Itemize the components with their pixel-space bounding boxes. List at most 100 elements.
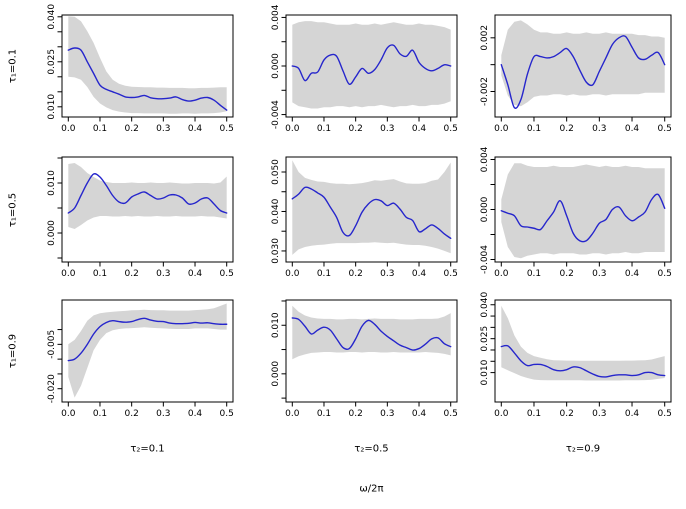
x-tick-label: 0.4: [625, 409, 640, 419]
y-tick-label: 0.000: [271, 361, 281, 387]
x-tick-label: 0.0: [61, 269, 76, 279]
col-label-tau2-0.1: τ₂=0.1: [130, 443, 165, 455]
x-tick-label: 0.5: [658, 124, 672, 134]
x-tick-label: 0.3: [156, 269, 170, 279]
x-tick-label: 0.1: [317, 269, 331, 279]
x-tick-label: 0.0: [285, 124, 300, 134]
row-label-tau1-0.1: τ₁=0.1: [7, 48, 19, 84]
y-tick-label: 0.010: [271, 312, 281, 338]
x-tick-label: 0.2: [559, 409, 573, 419]
y-tick-label: 0.004: [480, 146, 490, 172]
x-tick-label: 0.3: [156, 409, 170, 419]
y-tick-label: 0.030: [271, 238, 281, 264]
panel-r3c1: 0.0 0.1 0.2 0.3 0.4 0.5 -0.020 -0.005: [47, 299, 234, 419]
x-tick-label: 0.4: [625, 269, 640, 279]
x-tick-label: 0.4: [412, 269, 427, 279]
y-tick-label: 0.002: [480, 25, 490, 51]
spectrum-line: [291, 317, 452, 351]
x-tick-label: 0.3: [592, 269, 606, 279]
y-tick-label: -0.002: [480, 77, 490, 106]
panel-r1c2: 0.0 0.1 0.2 0.3 0.4 0.5 -0.004 0.000 0.004: [271, 4, 458, 134]
panel-r3c3: 0.0 0.1 0.2 0.3 0.4 0.5 0.010 0.025 0.040: [480, 292, 672, 419]
x-tick-label: 0.5: [220, 409, 234, 419]
x-tick-label: 0.0: [494, 269, 509, 279]
row-label-tau1-0.5: τ₁=0.5: [7, 192, 19, 227]
y-tick-label: 0.040: [271, 198, 281, 224]
x-tick-label: 0.4: [188, 124, 203, 134]
x-tick-label: 0.2: [124, 269, 138, 279]
spectrum-line: [67, 47, 228, 111]
x-tick-label: 0.3: [380, 124, 394, 134]
x-tick-label: 0.2: [124, 409, 138, 419]
x-tick-label: 0.2: [124, 124, 138, 134]
x-tick-label: 0.5: [444, 409, 458, 419]
col-label-tau2-0.5: τ₂=0.5: [354, 443, 389, 455]
spectrum-line: [67, 173, 228, 214]
x-tick-label: 0.1: [93, 124, 107, 134]
y-tick-label: 0.010: [47, 170, 57, 196]
x-tick-label: 0.0: [61, 409, 76, 419]
panel-r2c1: 0.0 0.1 0.2 0.3 0.4 0.5 0.000 0.010: [47, 156, 234, 279]
x-tick-label: 0.4: [188, 409, 203, 419]
y-tick-label: 0.004: [271, 4, 281, 30]
panel-r2c3: 0.0 0.1 0.2 0.3 0.4 0.5 -0.004 0.000 0.004: [480, 146, 672, 279]
y-tick-label: 0.010: [480, 359, 490, 385]
spectrum-line: [291, 44, 452, 85]
x-tick-label: 0.3: [380, 409, 394, 419]
plot-box: [494, 14, 672, 118]
x-tick-label: 0.5: [658, 409, 672, 419]
spectrum-line: [500, 193, 666, 243]
x-tick-label: 0.5: [220, 269, 234, 279]
confidence-band: [292, 305, 451, 360]
x-tick-label: 0.1: [317, 409, 331, 419]
panel-r3c2: 0.0 0.1 0.2 0.3 0.4 0.5 0.000 0.010: [271, 299, 458, 419]
x-tick-label: 0.0: [285, 269, 300, 279]
confidence-band: [501, 163, 665, 259]
x-tick-label: 0.4: [412, 124, 427, 134]
y-tick-label: 0.010: [47, 94, 57, 120]
panel-r2c2: 0.0 0.1 0.2 0.3 0.4 0.5 0.030 0.040 0.050: [271, 156, 458, 279]
y-tick-label: -0.020: [47, 374, 57, 403]
spectrum-line: [500, 35, 666, 109]
x-tick-label: 0.1: [93, 409, 107, 419]
y-tick-label: 0.000: [480, 196, 490, 222]
y-tick-label: 0.000: [271, 53, 281, 79]
x-tick-label: 0.0: [285, 409, 300, 419]
x-tick-label: 0.0: [494, 409, 509, 419]
x-tick-label: 0.0: [494, 124, 509, 134]
x-tick-label: 0.3: [592, 124, 606, 134]
x-tick-label: 0.3: [592, 409, 606, 419]
confidence-band: [68, 303, 227, 398]
x-tick-label: 0.5: [658, 269, 672, 279]
x-tick-label: 0.1: [93, 269, 107, 279]
y-tick-label: 0.050: [271, 159, 281, 185]
confidence-band: [68, 163, 227, 229]
confidence-band: [68, 16, 227, 114]
x-tick-label: 0.2: [559, 269, 573, 279]
x-tick-label: 0.1: [317, 124, 331, 134]
spectrum-line: [291, 186, 452, 240]
x-tick-label: 0.4: [188, 269, 203, 279]
plot-box: [285, 156, 458, 263]
x-tick-label: 0.2: [348, 124, 362, 134]
col-label-tau2-0.9: τ₂=0.9: [565, 443, 601, 455]
y-tick-label: -0.004: [271, 100, 281, 129]
row-label-tau1-0.9: τ₁=0.9: [7, 333, 19, 369]
y-tick-label: -0.004: [480, 245, 490, 274]
y-tick-label: 0.040: [47, 4, 57, 30]
panel-r1c1: 0.0 0.1 0.2 0.3 0.4 0.5 0.010 0.025 0.040: [47, 4, 234, 134]
x-tick-label: 0.5: [444, 124, 458, 134]
x-tick-label: 0.2: [348, 269, 362, 279]
y-tick-label: 0.025: [480, 326, 490, 352]
plot-box: [285, 299, 458, 403]
y-tick-label: 0.040: [480, 292, 490, 318]
plot-box: [494, 299, 672, 403]
x-tick-label: 0.3: [156, 124, 170, 134]
plot-box: [61, 299, 234, 403]
spectrum-line: [67, 317, 228, 362]
x-tick-label: 0.5: [220, 124, 234, 134]
x-tick-label: 0.2: [559, 124, 573, 134]
plot-box: [61, 156, 234, 263]
